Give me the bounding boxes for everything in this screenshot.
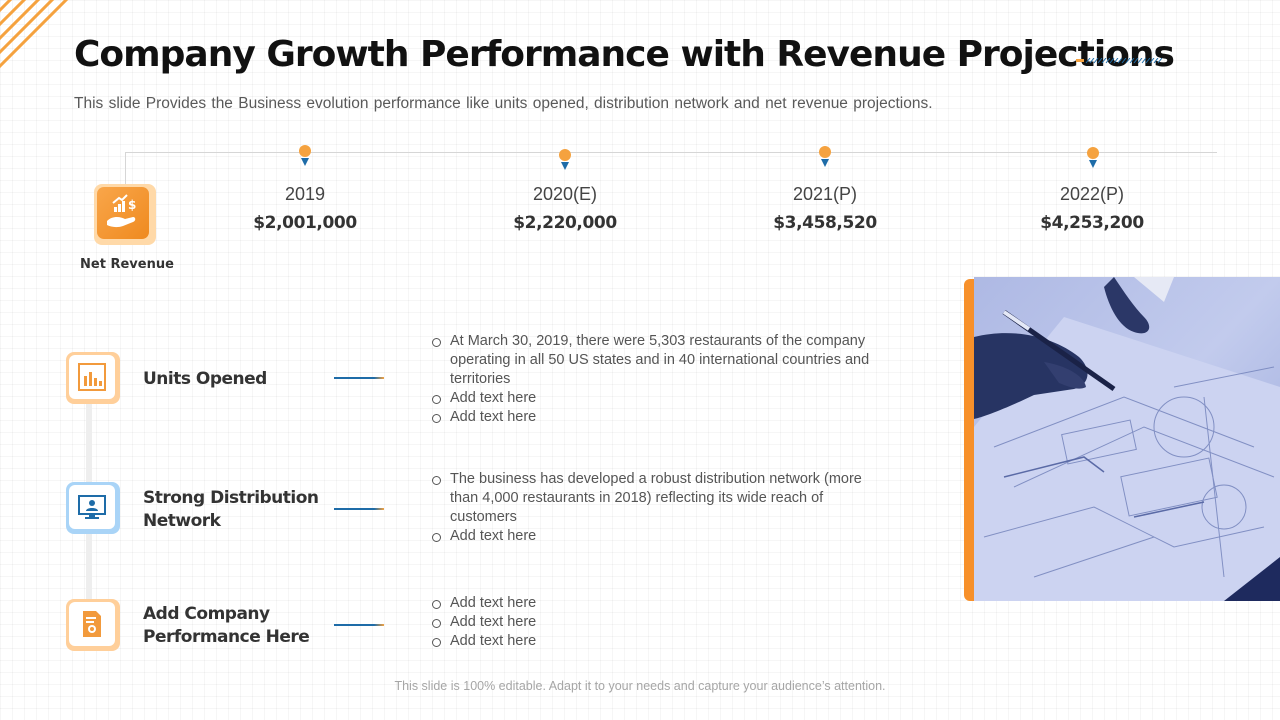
certificate-icon — [83, 611, 101, 637]
list-item: Add text here — [430, 613, 870, 632]
distribution-network-bullets: The business has developed a robust dist… — [430, 470, 870, 546]
net-revenue-icon-box: $ — [94, 184, 156, 245]
distribution-network-icon-box — [66, 482, 120, 534]
revenue-value: $2,001,000 — [253, 213, 357, 233]
page-subtitle: This slide Provides the Business evoluti… — [74, 95, 933, 112]
revenue-value: $2,220,000 — [513, 213, 617, 233]
row-title-distribution-network: Strong Distribution Network — [143, 488, 319, 531]
units-opened-icon-box — [66, 352, 120, 404]
revenue-value: $4,253,200 — [1040, 213, 1144, 233]
blueprint-photo-illustration — [974, 277, 1280, 601]
page-title: Company Growth Performance with Revenue … — [74, 34, 1175, 75]
row-connector — [334, 508, 384, 510]
row-title-company-performance: Add Company Performance Here — [143, 604, 310, 647]
revenue-value: $3,458,520 — [773, 213, 877, 233]
year-label: 2020(E) — [532, 184, 598, 204]
timeline-connector — [125, 152, 126, 185]
svg-text:$: $ — [128, 198, 136, 212]
list-item: The business has developed a robust dist… — [430, 470, 870, 527]
row-connector — [334, 377, 384, 379]
row-title-units-opened: Units Opened — [143, 369, 267, 389]
year-label: 2021(P) — [792, 184, 858, 204]
list-item: Add text here — [430, 632, 870, 651]
list-item: Add text here — [430, 389, 870, 408]
title-underline-decoration — [1076, 58, 1162, 64]
monitor-user-icon — [78, 495, 106, 519]
corner-stripes-decoration — [0, 0, 74, 74]
timeline-marker-2022 — [1086, 147, 1100, 173]
company-performance-bullets: Add text here Add text here Add text her… — [430, 594, 870, 651]
company-performance-icon-box — [66, 599, 120, 651]
hand-money-growth-icon: $ — [107, 194, 136, 228]
blueprint-drawing-photo — [974, 277, 1280, 601]
year-label: 2022(P) — [1059, 184, 1125, 204]
units-opened-bullets: At March 30, 2019, there were 5,303 rest… — [430, 332, 870, 427]
row-connector — [334, 624, 384, 626]
timeline-marker-2021 — [818, 146, 832, 172]
list-item: Add text here — [430, 594, 870, 613]
timeline-marker-2019 — [298, 145, 312, 171]
list-item: At March 30, 2019, there were 5,303 rest… — [430, 332, 870, 389]
net-revenue-label: Net Revenue — [80, 257, 174, 272]
timeline-marker-2020 — [558, 149, 572, 175]
footer-note: This slide is 100% editable. Adapt it to… — [394, 679, 886, 693]
list-item: Add text here — [430, 527, 870, 546]
timeline-line — [125, 152, 1217, 153]
bar-chart-icon — [78, 363, 106, 391]
list-item: Add text here — [430, 408, 870, 427]
year-label: 2019 — [284, 184, 326, 204]
